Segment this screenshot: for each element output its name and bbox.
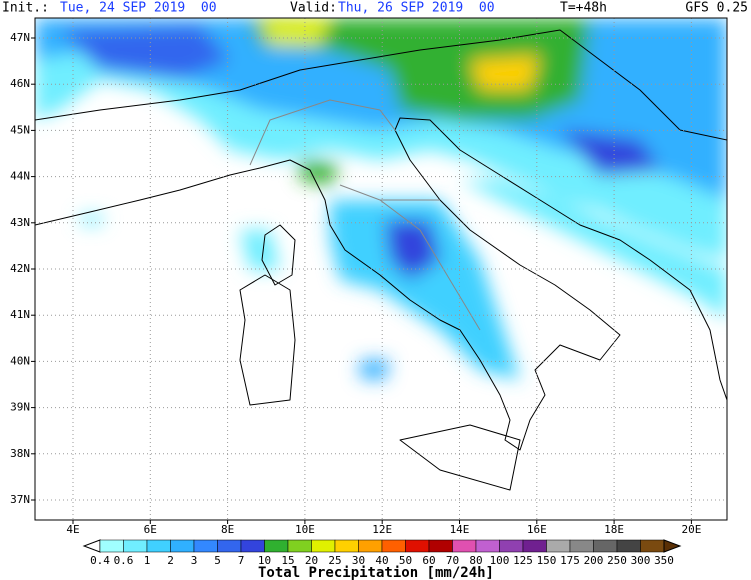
colorbar-label: 200	[584, 554, 604, 567]
graticule: 47N 46N 45N 44N 43N 42N 41N 40N 39N 38N 37N 4E 6E 8E 1…	[10, 18, 727, 536]
lon-label: 10E	[295, 523, 315, 536]
lon-label: 4E	[66, 523, 79, 536]
colorbar-box	[146, 539, 171, 553]
coastline	[35, 117, 727, 451]
colorbar-label: 40	[375, 554, 388, 567]
lat-label: 42N	[10, 262, 30, 275]
colorbar-box	[640, 539, 665, 553]
colorbar-label: 1	[144, 554, 151, 567]
colorbar-label: 25	[328, 554, 341, 567]
colorbar-label: 20	[305, 554, 318, 567]
colorbar-label: 350	[654, 554, 674, 567]
colorbar-label: 15	[281, 554, 294, 567]
region-border	[249, 99, 481, 331]
colorbar-label: 0.4	[90, 554, 110, 567]
colorbar-box	[546, 539, 571, 553]
colorbar-box	[240, 539, 265, 553]
colorbar-label: 150	[537, 554, 557, 567]
colorbar-box	[499, 539, 524, 553]
colorbar-box	[334, 539, 359, 553]
sicily	[399, 424, 521, 491]
valid-label: Valid:	[290, 1, 337, 16]
colorbar-label: 300	[631, 554, 651, 567]
lat-label: 44N	[10, 170, 30, 183]
colorbar-box	[452, 539, 477, 553]
colorbar-box	[311, 539, 336, 553]
lat-label: 47N	[10, 31, 30, 44]
colorbar-box	[193, 539, 218, 553]
sardinia	[239, 274, 296, 406]
colorbar-box	[428, 539, 453, 553]
colorbar-label: 50	[399, 554, 412, 567]
colorbar-label: 30	[352, 554, 365, 567]
colorbar-label: 5	[214, 554, 221, 567]
colorbar-box	[522, 539, 547, 553]
lat-label: 43N	[10, 216, 30, 229]
colorbar-box	[123, 539, 148, 553]
colorbar-box	[475, 539, 500, 553]
corsica	[261, 224, 296, 286]
init-label: Init.:	[2, 1, 49, 16]
lat-label: 40N	[10, 354, 30, 367]
lon-label: 8E	[221, 523, 234, 536]
colorbar-label: 70	[446, 554, 459, 567]
colorbar-box	[99, 539, 124, 553]
lead-time: T=+48h	[560, 1, 607, 16]
colorbar-label: 175	[560, 554, 580, 567]
lon-label: 14E	[450, 523, 470, 536]
colorbar-box	[358, 539, 383, 553]
colorbar-label: 250	[607, 554, 627, 567]
lat-label: 38N	[10, 447, 30, 460]
colorbar-label: 125	[513, 554, 533, 567]
colorbar-label: 3	[191, 554, 198, 567]
colorbar-label: 10	[258, 554, 271, 567]
colorbar-label: 7	[238, 554, 245, 567]
border	[35, 29, 727, 141]
colorbar-label: 2	[167, 554, 174, 567]
lat-label: 41N	[10, 308, 30, 321]
map-frame	[34, 17, 728, 521]
colorbar-high	[663, 539, 682, 553]
colorbar-box	[593, 539, 618, 553]
lon-label: 18E	[604, 523, 624, 536]
colorbar-label: 60	[422, 554, 435, 567]
colorbar: 0.4 0.6 1 2 3 5 7 10 15 20 25 30 40 50 60 70 80 100 125 150…	[82, 539, 682, 567]
colorbar-box	[381, 539, 406, 553]
precip-field	[35, 18, 727, 380]
colorbar-box	[569, 539, 594, 553]
lon-label: 16E	[527, 523, 547, 536]
colorbar-box	[405, 539, 430, 553]
lon-label: 20E	[681, 523, 701, 536]
colorbar-box	[264, 539, 289, 553]
lat-label: 37N	[10, 493, 30, 506]
colorbar-label: 100	[490, 554, 510, 567]
model-name: GFS 0.25	[685, 1, 748, 16]
lat-label: 39N	[10, 401, 30, 414]
lon-label: 12E	[372, 523, 392, 536]
colorbar-box	[217, 539, 242, 553]
legend-title: Total Precipitation [mm/24h]	[258, 565, 494, 580]
lon-label: 6E	[144, 523, 157, 536]
colorbar-box	[616, 539, 641, 553]
valid-time: Thu, 26 SEP 2019 00	[338, 1, 495, 16]
coastlines	[35, 29, 727, 491]
colorbar-box	[287, 539, 312, 553]
lat-label: 45N	[10, 123, 30, 136]
colorbar-label: 80	[469, 554, 482, 567]
colorbar-box	[170, 539, 195, 553]
init-time: Tue, 24 SEP 2019 00	[60, 1, 217, 16]
colorbar-label: 0.6	[114, 554, 134, 567]
lat-label: 46N	[10, 77, 30, 90]
